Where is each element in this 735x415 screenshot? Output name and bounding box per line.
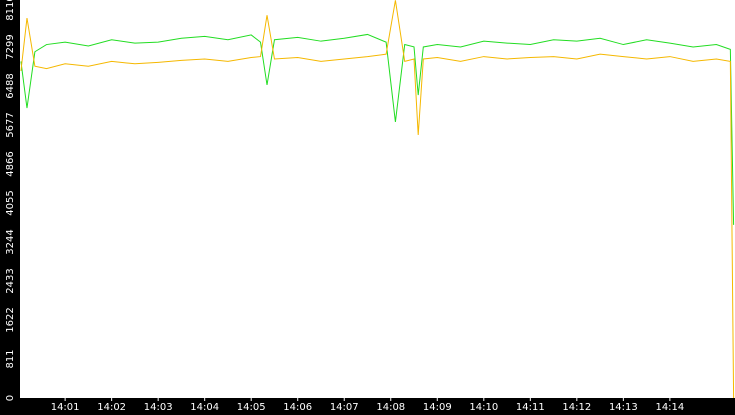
- y-axis-band: [0, 0, 20, 415]
- y-tick-label: 4055: [5, 190, 16, 215]
- y-tick-label: 2433: [5, 268, 16, 293]
- x-tick-label: 14:08: [376, 402, 405, 413]
- plot-area: [20, 0, 735, 398]
- x-tick-label: 14:07: [330, 402, 359, 413]
- x-axis-band: [0, 398, 735, 415]
- x-tick-label: 14:11: [516, 402, 545, 413]
- y-tick-label: 811: [5, 349, 16, 368]
- x-tick-label: 14:10: [469, 402, 498, 413]
- y-tick-label: 6488: [5, 73, 16, 98]
- y-tick-label: 3244: [5, 229, 16, 254]
- x-tick-label: 14:01: [51, 402, 80, 413]
- x-tick-label: 14:13: [609, 402, 638, 413]
- x-tick-label: 14:03: [144, 402, 173, 413]
- x-tick-label: 14:04: [190, 402, 219, 413]
- y-tick-label: 4866: [5, 151, 16, 176]
- y-tick-label: 5677: [5, 112, 16, 137]
- x-tick-label: 14:05: [237, 402, 266, 413]
- y-tick-label: 1622: [5, 307, 16, 332]
- series-line: [20, 33, 735, 225]
- x-tick-label: 14:12: [562, 402, 591, 413]
- x-tick-label: 14:06: [283, 402, 312, 413]
- y-tick-label: 0: [5, 395, 16, 401]
- x-tick-label: 14:14: [655, 402, 684, 413]
- y-tick-label: 7299: [5, 34, 16, 59]
- x-tick-label: 14:02: [97, 402, 126, 413]
- series-line: [20, 0, 735, 398]
- y-tick-label: 8110: [5, 0, 16, 21]
- x-tick-label: 14:09: [423, 402, 452, 413]
